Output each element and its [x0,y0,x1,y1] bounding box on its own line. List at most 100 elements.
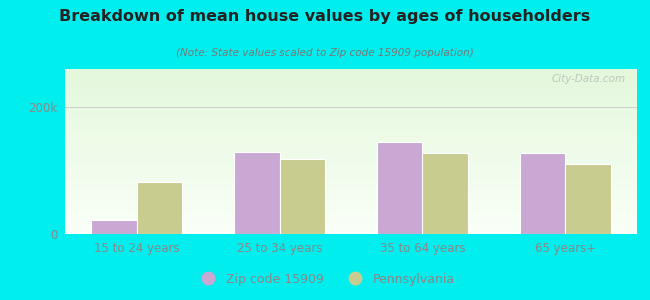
Bar [65,190,637,191]
Bar [65,204,637,205]
Bar [65,219,637,220]
Bar [377,142,423,234]
Bar [65,220,637,222]
Bar [65,114,637,116]
Bar [65,69,637,70]
Bar [65,85,637,87]
Bar [65,161,637,163]
Bar [65,117,637,118]
Bar [65,229,637,230]
Bar [65,168,637,170]
Bar [65,218,637,219]
Bar [65,142,637,143]
Bar [65,70,637,72]
Bar [65,123,637,124]
Bar [65,103,637,105]
Bar [65,178,637,179]
Bar [65,200,637,201]
Bar [65,73,637,74]
Bar [65,138,637,139]
Bar [65,222,637,223]
Bar [65,153,637,154]
Bar [65,193,637,194]
Bar [65,146,637,147]
Bar [65,213,637,215]
Text: (Note: State values scaled to Zip code 15909 population): (Note: State values scaled to Zip code 1… [176,48,474,58]
Bar [65,187,637,189]
Bar [65,231,637,232]
Bar [65,77,637,79]
Bar [65,132,637,134]
Bar [65,121,637,123]
Bar [65,202,637,204]
Bar [65,110,637,112]
Bar [65,208,637,209]
Bar [65,87,637,88]
Bar [65,81,637,83]
Bar [65,223,637,224]
Bar [65,205,637,206]
Bar [65,173,637,175]
Bar [65,160,637,161]
Bar [65,209,637,211]
Bar [65,94,637,95]
Bar [65,149,637,150]
Bar [65,102,637,104]
Bar [422,153,468,234]
Bar [65,224,637,226]
Bar [65,143,637,145]
Bar [65,165,637,166]
Bar [65,179,637,180]
Bar [65,91,637,92]
Bar [65,198,637,200]
Bar [65,197,637,198]
Bar [65,169,637,171]
Bar [65,206,637,208]
Bar [65,92,637,94]
Bar [65,211,637,212]
Bar [65,74,637,76]
Bar [65,109,637,110]
Bar [65,183,637,184]
Bar [65,88,637,90]
Bar [65,167,637,168]
Bar [65,112,637,113]
Bar [280,159,325,234]
Bar [65,196,637,197]
Bar [65,139,637,140]
Bar [65,135,637,136]
Bar [65,120,637,121]
Bar [65,201,637,202]
Bar [65,226,637,227]
Bar [65,230,637,231]
Bar [65,99,637,101]
Bar [65,98,637,99]
Bar [65,163,637,164]
Bar [65,175,637,176]
Text: City-Data.com: City-Data.com [551,74,625,84]
Text: Breakdown of mean house values by ages of householders: Breakdown of mean house values by ages o… [59,9,591,24]
Bar [65,106,637,107]
Bar [65,116,637,117]
Bar [65,124,637,125]
Bar [65,189,637,190]
Bar [65,76,637,77]
Bar [234,152,280,234]
Bar [65,131,637,132]
Bar [65,150,637,152]
Bar [65,172,637,173]
Bar [65,212,637,213]
Bar [65,136,637,138]
Bar [65,83,637,84]
Bar [65,128,637,130]
Bar [65,145,637,146]
Bar [65,215,637,216]
Bar [65,140,637,142]
Bar [519,153,566,234]
Bar [65,164,637,165]
Bar [65,79,637,80]
Bar [65,84,637,86]
Bar [65,180,637,182]
Bar [65,113,637,114]
Bar [65,107,637,109]
